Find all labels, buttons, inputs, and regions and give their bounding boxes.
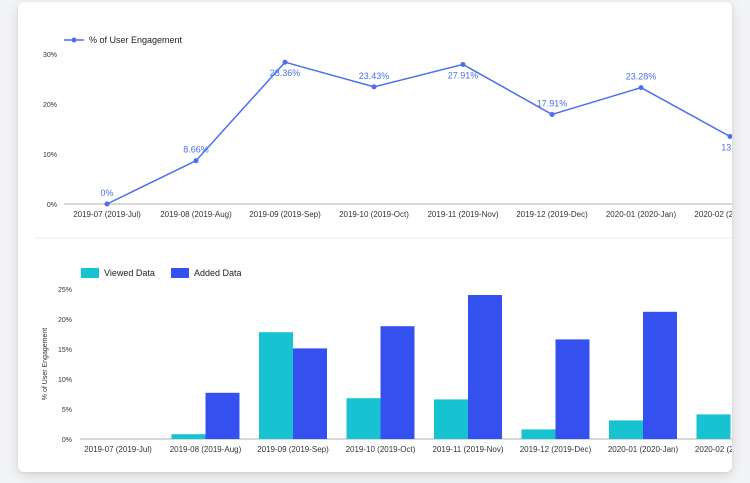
x-tick-label: 2020-01 (2020-Jan) bbox=[608, 445, 679, 454]
data-label: 8.66% bbox=[183, 145, 209, 155]
x-tick-label: 2019-08 (2019-Aug) bbox=[170, 445, 242, 454]
x-tick-label: 2019-08 (2019-Aug) bbox=[160, 210, 232, 219]
x-tick-label: 2019-07 (2019-Jul) bbox=[73, 210, 141, 219]
x-tick-label: 2019-10 (2019-Oct) bbox=[346, 445, 416, 454]
dashboard-card: % of User Engagement 0% 10% 20% 30% 2019-07 (… bbox=[18, 2, 732, 472]
legend-line-marker bbox=[71, 37, 77, 43]
bar-viewed bbox=[609, 420, 643, 439]
data-label: 23.28% bbox=[626, 72, 657, 82]
bar-added bbox=[380, 326, 415, 439]
x-tick-label: 2019-12 (2019-Dec) bbox=[520, 445, 592, 454]
legend-swatch-viewed bbox=[81, 268, 99, 278]
bar-added bbox=[293, 348, 327, 439]
data-point bbox=[282, 59, 288, 65]
legend-label-viewed: Viewed Data bbox=[104, 268, 155, 278]
data-point bbox=[193, 158, 199, 164]
x-tick-label: 2019-12 (2019-Dec) bbox=[516, 210, 588, 219]
bar-added bbox=[555, 339, 590, 439]
y-tick-label: 0% bbox=[47, 202, 57, 209]
x-tick-label: 2020-02 (2020-Feb) bbox=[695, 445, 732, 454]
data-point bbox=[460, 61, 466, 67]
x-tick-label: 2019-09 (2019-Sep) bbox=[249, 210, 321, 219]
bar-viewed bbox=[521, 429, 556, 439]
y-tick-label: 5% bbox=[62, 407, 72, 414]
bar-added bbox=[468, 295, 502, 439]
data-point bbox=[549, 111, 555, 117]
y-axis-title: % of User Engagement bbox=[42, 328, 49, 400]
x-tick-label: 2020-02 (2020-Feb) bbox=[694, 210, 732, 219]
y-tick-label: 25% bbox=[58, 287, 72, 294]
legend-swatch-added bbox=[171, 268, 189, 278]
bar-added bbox=[643, 311, 677, 439]
legend-label-added: Added Data bbox=[194, 268, 242, 278]
x-tick-label: 2019-07 (2019-Jul) bbox=[84, 445, 152, 454]
data-point bbox=[638, 85, 644, 91]
x-tick-label: 2020-01 (2020-Jan) bbox=[606, 210, 677, 219]
engagement-charts: % of User Engagement 0% 10% 20% 30% 2019-07 (… bbox=[34, 35, 732, 454]
data-label: 28.36% bbox=[270, 68, 301, 78]
data-point bbox=[104, 201, 110, 207]
data-label: 17.91% bbox=[537, 98, 568, 108]
y-tick-label: 10% bbox=[43, 152, 57, 159]
bar-viewed bbox=[259, 332, 293, 439]
bar-added bbox=[205, 392, 240, 439]
data-label: 27.91% bbox=[448, 70, 479, 80]
data-point bbox=[371, 84, 377, 90]
y-tick-label: 20% bbox=[58, 317, 72, 324]
data-label: 23.43% bbox=[359, 71, 390, 81]
y-tick-label: 30% bbox=[43, 52, 57, 59]
bar-viewed bbox=[171, 434, 206, 439]
data-label: 13.5 bbox=[721, 143, 732, 153]
bar-viewed bbox=[434, 399, 468, 439]
x-tick-label: 2019-09 (2019-Sep) bbox=[257, 445, 329, 454]
series-line bbox=[106, 61, 731, 205]
legend-label: % of User Engagement bbox=[89, 35, 183, 45]
y-tick-label: 15% bbox=[58, 347, 72, 354]
x-tick-label: 2019-11 (2019-Nov) bbox=[427, 210, 498, 219]
y-tick-label: 10% bbox=[58, 377, 72, 384]
data-label: 0% bbox=[100, 188, 113, 198]
x-tick-label: 2019-11 (2019-Nov) bbox=[432, 445, 503, 454]
bar-viewed bbox=[696, 414, 731, 439]
data-point bbox=[727, 134, 732, 139]
bar-viewed bbox=[346, 398, 381, 439]
y-tick-label: 20% bbox=[43, 102, 57, 109]
y-tick-label: 0% bbox=[62, 437, 72, 444]
x-tick-label: 2019-10 (2019-Oct) bbox=[339, 210, 409, 219]
